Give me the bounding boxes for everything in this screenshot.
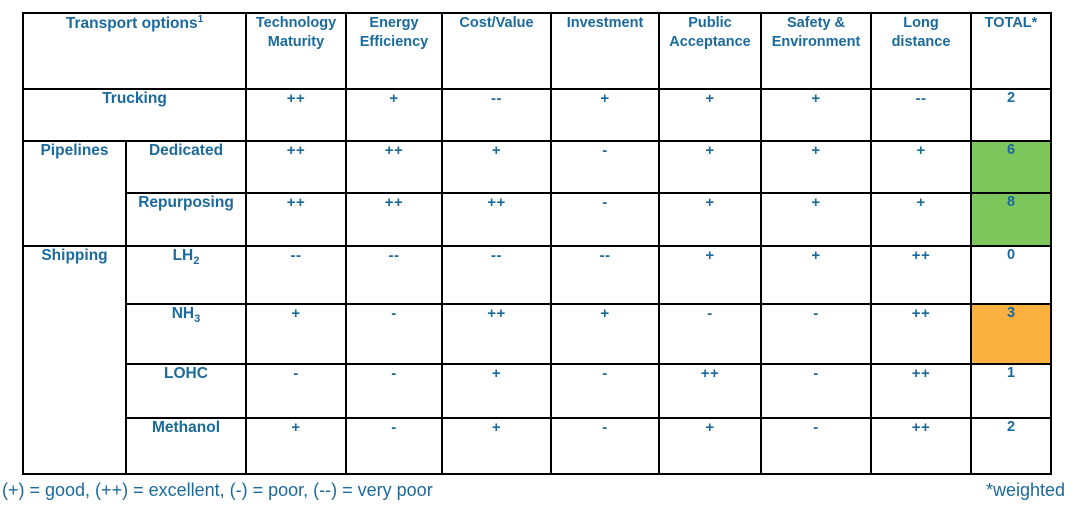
row-label-dedicated: Dedicated — [125, 140, 247, 194]
header-investment: Investment — [550, 12, 660, 90]
row-pipelines-dedicated: Pipelines Dedicated ++ ++ + - + + + 6 — [22, 140, 1052, 247]
total-cell: 2 — [970, 417, 1052, 475]
page: Transport options1 Technology Maturity E… — [0, 12, 1079, 514]
total-cell: 0 — [970, 245, 1052, 305]
footnote-marker: 1 — [197, 14, 204, 25]
rating-cell: + — [345, 88, 443, 142]
total-cell: 1 — [970, 363, 1052, 419]
rating-cell: -- — [550, 245, 660, 305]
rating-cell: - — [550, 363, 660, 419]
total-cell: 3 — [970, 303, 1052, 365]
header-energy-efficiency: Energy Efficiency — [345, 12, 443, 90]
rating-cell: -- — [870, 88, 972, 142]
row-label-trucking: Trucking — [22, 88, 247, 142]
row-label-lh2-main: LH — [172, 247, 194, 264]
total-cell: 6 — [970, 140, 1052, 194]
rating-cell: ++ — [245, 140, 347, 194]
row-label-methanol: Methanol — [125, 417, 247, 475]
rating-cell: -- — [345, 245, 443, 305]
rating-cell: ++ — [245, 88, 347, 142]
header-transport-options: Transport options1 — [22, 12, 247, 90]
row-label-repurposing: Repurposing — [125, 192, 247, 247]
rating-cell: - — [550, 140, 660, 194]
row-shipping-nh3: NH3 + - ++ + - - ++ 3 — [23, 303, 1052, 365]
header-safety-environment: Safety & Environment — [760, 12, 872, 90]
rating-cell: + — [760, 140, 872, 194]
total-cell: 8 — [970, 192, 1052, 247]
rating-cell: ++ — [441, 303, 552, 365]
rating-cell: + — [550, 88, 660, 142]
rating-cell: ++ — [870, 363, 972, 419]
rating-cell: -- — [441, 88, 552, 142]
rating-cell: ++ — [658, 363, 762, 419]
rating-cell: + — [658, 140, 762, 194]
rating-cell: ++ — [441, 192, 552, 247]
rating-cell: + — [441, 417, 552, 475]
rating-cell: + — [658, 88, 762, 142]
rating-cell: + — [658, 417, 762, 475]
rating-cell: + — [441, 140, 552, 194]
header-long-distance: Long distance — [870, 12, 972, 90]
header-cost-value: Cost/Value — [441, 12, 552, 90]
rating-cell: - — [345, 303, 443, 365]
row-label-nh3-main: NH — [171, 305, 195, 322]
row-label-lohc: LOHC — [125, 363, 247, 419]
rating-cell: + — [245, 417, 347, 475]
header-row: Transport options1 Technology Maturity E… — [22, 12, 1052, 90]
rating-cell: - — [760, 363, 872, 419]
row-pipelines-repurposing: Repurposing ++ ++ ++ - + + + 8 — [23, 192, 1052, 247]
rating-cell: ++ — [345, 192, 443, 247]
rating-cell: + — [441, 363, 552, 419]
rating-cell: - — [345, 363, 443, 419]
rating-cell: - — [760, 303, 872, 365]
rating-cell: ++ — [870, 245, 972, 305]
rating-cell: - — [760, 417, 872, 475]
row-label-nh3: NH3 — [125, 303, 247, 365]
legend-text: (+) = good, (++) = excellent, (-) = poor… — [2, 480, 433, 500]
row-shipping-lohc: LOHC - - + - ++ - ++ 1 — [23, 363, 1052, 419]
rating-cell: -- — [441, 245, 552, 305]
rating-cell: + — [870, 192, 972, 247]
rating-cell: ++ — [870, 417, 972, 475]
total-cell: 2 — [970, 88, 1052, 142]
header-public-acceptance: Public Acceptance — [658, 12, 762, 90]
legend-bar: (+) = good, (++) = excellent, (-) = poor… — [2, 480, 1065, 501]
header-total: TOTAL* — [970, 12, 1052, 90]
rating-cell: + — [658, 192, 762, 247]
rating-cell: + — [658, 245, 762, 305]
header-transport-options-label: Transport options — [65, 15, 198, 33]
rating-cell: ++ — [870, 303, 972, 365]
group-label-shipping: Shipping — [22, 245, 127, 475]
rating-cell: + — [550, 303, 660, 365]
rating-cell: + — [760, 88, 872, 142]
row-label-lh2: LH2 — [125, 245, 247, 305]
rating-cell: ++ — [245, 192, 347, 247]
row-label-nh3-sub: 3 — [194, 313, 201, 326]
row-trucking: Trucking ++ + -- + + + -- 2 — [22, 88, 1052, 142]
rating-cell: + — [870, 140, 972, 194]
rating-cell: ++ — [345, 140, 443, 194]
transport-options-table: Transport options1 Technology Maturity E… — [22, 12, 1052, 475]
rating-cell: -- — [245, 245, 347, 305]
rating-cell: - — [550, 192, 660, 247]
header-technology-maturity: Technology Maturity — [245, 12, 347, 90]
row-shipping-lh2: Shipping LH2 -- -- -- -- + + ++ 0 — [22, 245, 1052, 475]
rating-cell: + — [760, 245, 872, 305]
rating-cell: - — [245, 363, 347, 419]
row-label-lh2-sub: 2 — [193, 255, 200, 268]
weighted-note: *weighted — [985, 480, 1065, 500]
row-shipping-methanol: Methanol + - + - + - ++ 2 — [23, 417, 1052, 475]
rating-cell: - — [345, 417, 443, 475]
rating-cell: - — [550, 417, 660, 475]
rating-cell: - — [658, 303, 762, 365]
group-label-pipelines: Pipelines — [22, 140, 127, 247]
rating-cell: + — [760, 192, 872, 247]
rating-cell: + — [245, 303, 347, 365]
